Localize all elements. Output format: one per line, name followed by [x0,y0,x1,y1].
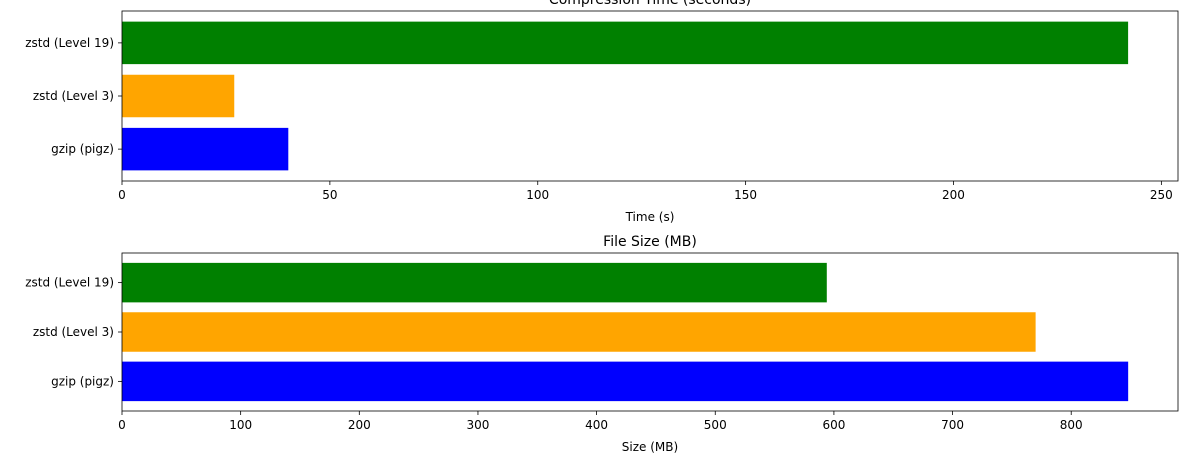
panel-1-xtick-label-5: 200 [942,188,965,202]
panel-1-ytick-label-3: zstd (Level 19) [25,36,114,50]
panel-1-xtick-label-4: 150 [734,188,757,202]
panel-2-ytick-label-3: zstd (Level 19) [25,276,114,290]
panel-2-xtick-label-6: 500 [704,418,727,432]
panel-2-xtick-label-3: 200 [348,418,371,432]
panel-2-bar-2 [122,312,1036,352]
panel-2-xtick-label-8: 700 [941,418,964,432]
panel-2-ytick-label-1: gzip (pigz) [51,374,114,388]
panel-2-xtick-label-5: 400 [585,418,608,432]
panel-2-xtick-label-1: 0 [118,418,126,432]
panel-1-xtick-label-2: 50 [322,188,337,202]
panel-1-xtick-label-1: 0 [118,188,126,202]
panel-2-xtick-label-2: 100 [229,418,252,432]
panel-2-xtick-label-7: 600 [822,418,845,432]
panel-1-bar-3 [122,21,1129,65]
panel-2-xtick-label-4: 300 [467,418,490,432]
panel-2-xlabel: Size (MB) [622,440,678,454]
panel-2-bar-3 [122,262,827,303]
panel-2-xtick-label-9: 800 [1060,418,1083,432]
panel-2-title: File Size (MB) [603,234,697,250]
panel-1-ytick-label-2: zstd (Level 3) [33,89,114,103]
panel-1-bar-1 [122,127,289,171]
panel-1-xtick-label-6: 250 [1150,188,1173,202]
panel-2-frame [121,252,1179,412]
panel-1-ytick-label-1: gzip (pigz) [51,142,114,156]
panel-2-ytick-label-2: zstd (Level 3) [33,325,114,339]
panel-1-bar-2 [122,74,235,118]
panel-1-xlabel: Time (s) [625,210,675,224]
panel-1-title: Compression Time (seconds) [549,0,751,8]
panel-2-bar-1 [122,361,1129,402]
panel-1-xtick-label-3: 100 [526,188,549,202]
panel-1-frame [121,10,1179,182]
